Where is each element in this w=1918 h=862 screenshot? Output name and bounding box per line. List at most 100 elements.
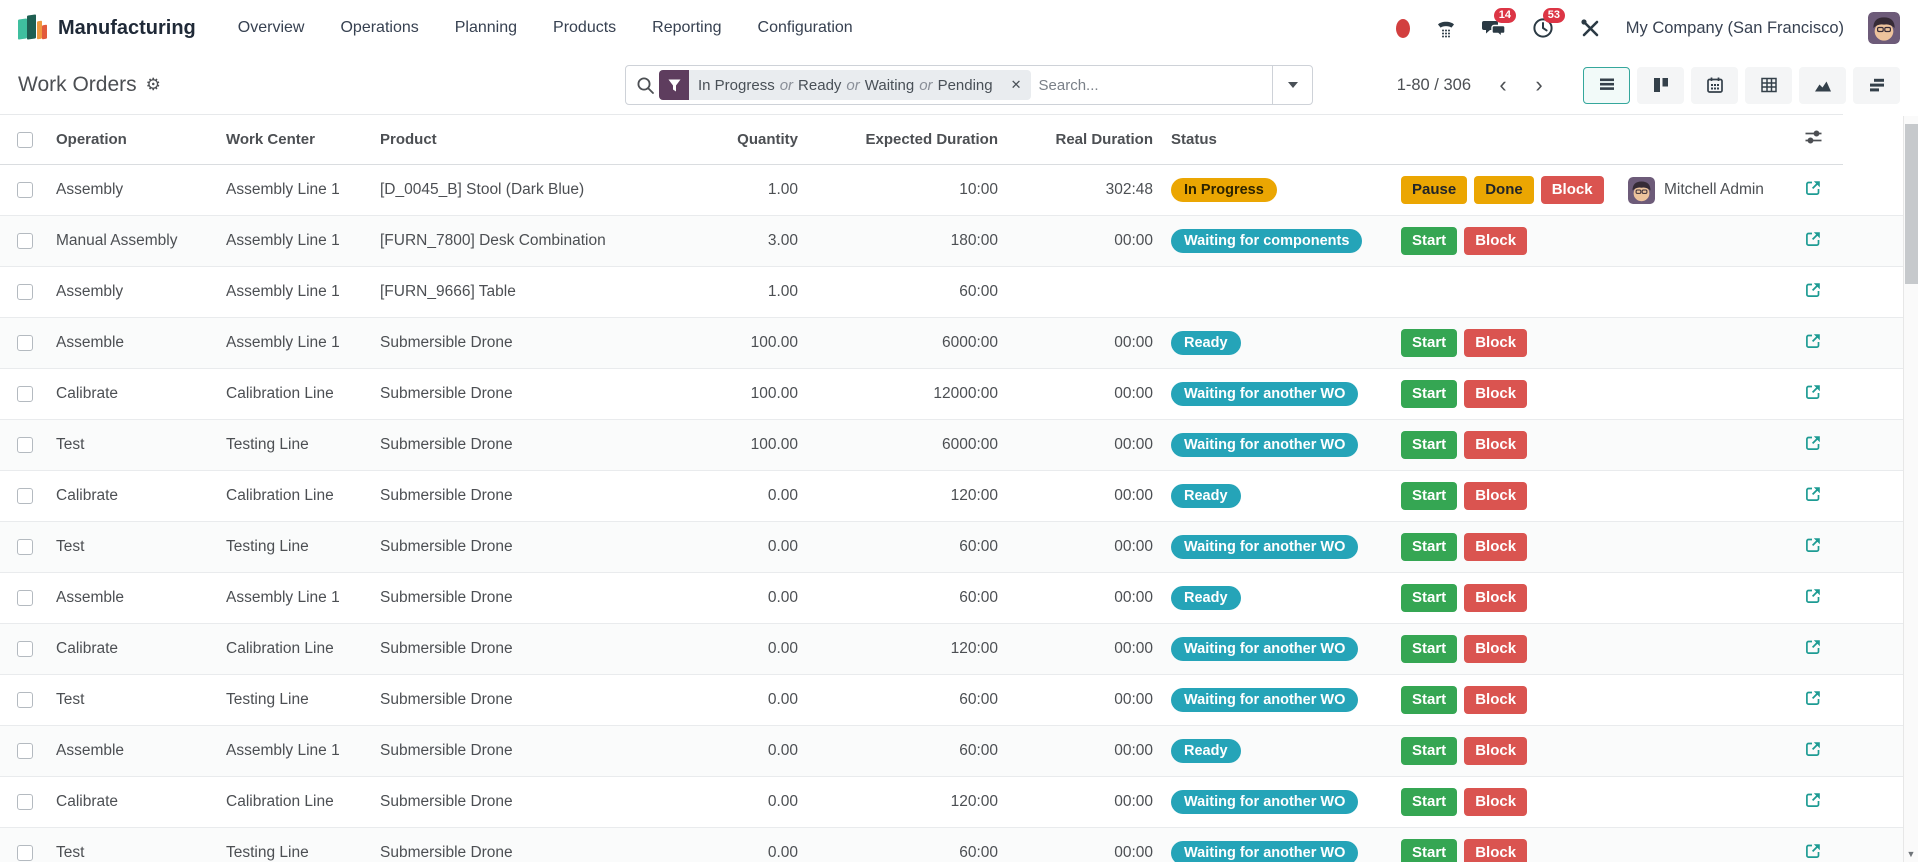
external-link-icon[interactable] (1804, 791, 1822, 809)
block-button[interactable]: Block (1464, 329, 1528, 357)
real-duration-cell: 00:00 (1008, 215, 1163, 267)
row-checkbox[interactable] (17, 794, 33, 810)
optional-columns-icon[interactable] (1804, 128, 1823, 147)
block-button[interactable]: Block (1464, 584, 1528, 612)
pager-next-button[interactable]: › (1535, 72, 1543, 97)
column-header-real-duration[interactable]: Real Duration (1008, 114, 1163, 165)
start-button[interactable]: Start (1401, 635, 1458, 663)
real-duration-cell: 00:00 (1008, 623, 1163, 675)
start-button[interactable]: Start (1401, 227, 1458, 255)
expected-duration-cell: 120:00 (808, 623, 1008, 675)
search-options-toggle[interactable] (1272, 66, 1312, 104)
column-header-quantity[interactable]: Quantity (668, 114, 808, 165)
start-button[interactable]: Start (1401, 482, 1458, 510)
block-button[interactable]: Block (1464, 431, 1528, 459)
external-link-icon[interactable] (1804, 842, 1822, 860)
row-checkbox[interactable] (17, 335, 33, 351)
vertical-scrollbar[interactable]: ▼ (1903, 116, 1918, 862)
row-checkbox[interactable] (17, 386, 33, 402)
developer-tools-icon[interactable] (1579, 17, 1602, 40)
view-switch-graph[interactable] (1799, 66, 1846, 104)
remove-filter-icon[interactable]: ✕ (1010, 77, 1022, 92)
activities-clock-icon[interactable]: 53 (1531, 8, 1566, 40)
external-link-icon[interactable] (1804, 587, 1822, 605)
row-checkbox[interactable] (17, 233, 33, 249)
menu-products[interactable]: Products (553, 19, 617, 36)
column-header-expected-duration[interactable]: Expected Duration (808, 114, 1008, 165)
row-checkbox[interactable] (17, 437, 33, 453)
block-button[interactable]: Block (1464, 380, 1528, 408)
row-checkbox[interactable] (17, 743, 33, 759)
row-checkbox[interactable] (17, 845, 33, 861)
external-link-icon[interactable] (1804, 230, 1822, 248)
row-checkbox[interactable] (17, 488, 33, 504)
row-checkbox[interactable] (17, 182, 33, 198)
menu-reporting[interactable]: Reporting (652, 19, 722, 36)
start-button[interactable]: Start (1401, 584, 1458, 612)
external-link-icon[interactable] (1804, 740, 1822, 758)
menu-planning[interactable]: Planning (454, 19, 518, 36)
pager-previous-button[interactable]: ‹ (1499, 72, 1507, 97)
external-link-icon[interactable] (1804, 434, 1822, 452)
user-cell (1620, 317, 1783, 369)
start-button[interactable]: Start (1401, 788, 1458, 816)
external-link-icon[interactable] (1804, 689, 1822, 707)
pause-button[interactable]: Pause (1401, 176, 1468, 204)
select-all-checkbox[interactable] (17, 131, 33, 148)
start-button[interactable]: Start (1401, 686, 1458, 714)
scrollbar-thumb[interactable] (1905, 124, 1918, 284)
row-checkbox[interactable] (17, 692, 33, 708)
block-button[interactable]: Block (1464, 686, 1528, 714)
external-link-icon[interactable] (1804, 179, 1822, 197)
menu-operations[interactable]: Operations (340, 19, 419, 36)
row-checkbox[interactable] (17, 284, 33, 300)
view-switch-pivot[interactable] (1745, 66, 1792, 104)
row-checkbox[interactable] (17, 539, 33, 555)
phone-icon[interactable] (1434, 16, 1458, 40)
block-button[interactable]: Block (1464, 788, 1528, 816)
row-checkbox[interactable] (17, 590, 33, 606)
menu-overview[interactable]: Overview (237, 19, 305, 36)
block-button[interactable]: Block (1464, 227, 1528, 255)
column-header-operation[interactable]: Operation (48, 114, 218, 165)
search-input[interactable] (1030, 76, 1272, 94)
start-button[interactable]: Start (1401, 329, 1458, 357)
block-button[interactable]: Block (1464, 635, 1528, 663)
start-button[interactable]: Start (1401, 839, 1458, 862)
start-button[interactable]: Start (1401, 431, 1458, 459)
view-switch-calendar[interactable] (1691, 66, 1738, 104)
block-button[interactable]: Block (1464, 737, 1528, 765)
external-link-icon[interactable] (1804, 383, 1822, 401)
start-button[interactable]: Start (1401, 380, 1458, 408)
messages-icon[interactable]: 14 (1481, 8, 1517, 40)
user-avatar[interactable] (1868, 12, 1900, 44)
start-button[interactable]: Start (1401, 737, 1458, 765)
recording-indicator-icon[interactable] (1395, 18, 1410, 38)
company-name[interactable]: My Company (San Francisco) (1625, 18, 1844, 37)
block-button[interactable]: Block (1464, 533, 1528, 561)
view-switch-list[interactable] (1583, 66, 1630, 104)
column-header-product[interactable]: Product (372, 114, 668, 165)
block-button[interactable]: Block (1464, 839, 1528, 862)
done-button[interactable]: Done (1474, 176, 1534, 204)
external-link-icon[interactable] (1804, 332, 1822, 350)
actions-cell: Start Block (1393, 674, 1620, 726)
menu-configuration[interactable]: Configuration (757, 19, 853, 36)
gear-icon[interactable]: ⚙ (145, 75, 161, 94)
block-button[interactable]: Block (1540, 176, 1604, 204)
app-switcher[interactable]: Manufacturing (18, 14, 196, 41)
scrollbar-down-arrow[interactable]: ▼ (1906, 849, 1916, 859)
block-button[interactable]: Block (1464, 482, 1528, 510)
work-center-cell: Assembly Line 1 (218, 572, 372, 624)
external-link-icon[interactable] (1804, 485, 1822, 503)
view-switch-kanban[interactable] (1637, 66, 1684, 104)
column-header-status[interactable]: Status (1163, 114, 1393, 165)
external-link-icon[interactable] (1804, 281, 1822, 299)
external-link-icon[interactable] (1804, 536, 1822, 554)
row-checkbox[interactable] (17, 641, 33, 657)
column-header-work-center[interactable]: Work Center (218, 114, 372, 165)
app-title[interactable]: Manufacturing (58, 16, 196, 39)
external-link-icon[interactable] (1804, 638, 1822, 656)
view-switch-gantt[interactable] (1853, 66, 1900, 104)
start-button[interactable]: Start (1401, 533, 1458, 561)
